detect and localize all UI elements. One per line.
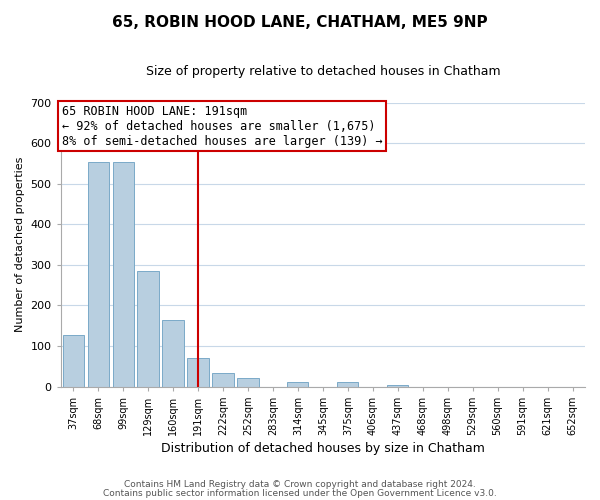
Bar xyxy=(337,382,358,386)
X-axis label: Distribution of detached houses by size in Chatham: Distribution of detached houses by size … xyxy=(161,442,485,455)
Text: Contains public sector information licensed under the Open Government Licence v3: Contains public sector information licen… xyxy=(103,488,497,498)
Text: Contains HM Land Registry data © Crown copyright and database right 2024.: Contains HM Land Registry data © Crown c… xyxy=(124,480,476,489)
Bar xyxy=(187,358,209,386)
Bar xyxy=(238,378,259,386)
Bar xyxy=(62,334,84,386)
Bar xyxy=(212,372,233,386)
Bar xyxy=(137,272,159,386)
Y-axis label: Number of detached properties: Number of detached properties xyxy=(15,157,25,332)
Text: 65, ROBIN HOOD LANE, CHATHAM, ME5 9NP: 65, ROBIN HOOD LANE, CHATHAM, ME5 9NP xyxy=(112,15,488,30)
Text: 65 ROBIN HOOD LANE: 191sqm
← 92% of detached houses are smaller (1,675)
8% of se: 65 ROBIN HOOD LANE: 191sqm ← 92% of deta… xyxy=(62,105,383,148)
Title: Size of property relative to detached houses in Chatham: Size of property relative to detached ho… xyxy=(146,65,500,78)
Bar xyxy=(113,162,134,386)
Bar xyxy=(163,320,184,386)
Bar xyxy=(287,382,308,386)
Bar xyxy=(88,162,109,386)
